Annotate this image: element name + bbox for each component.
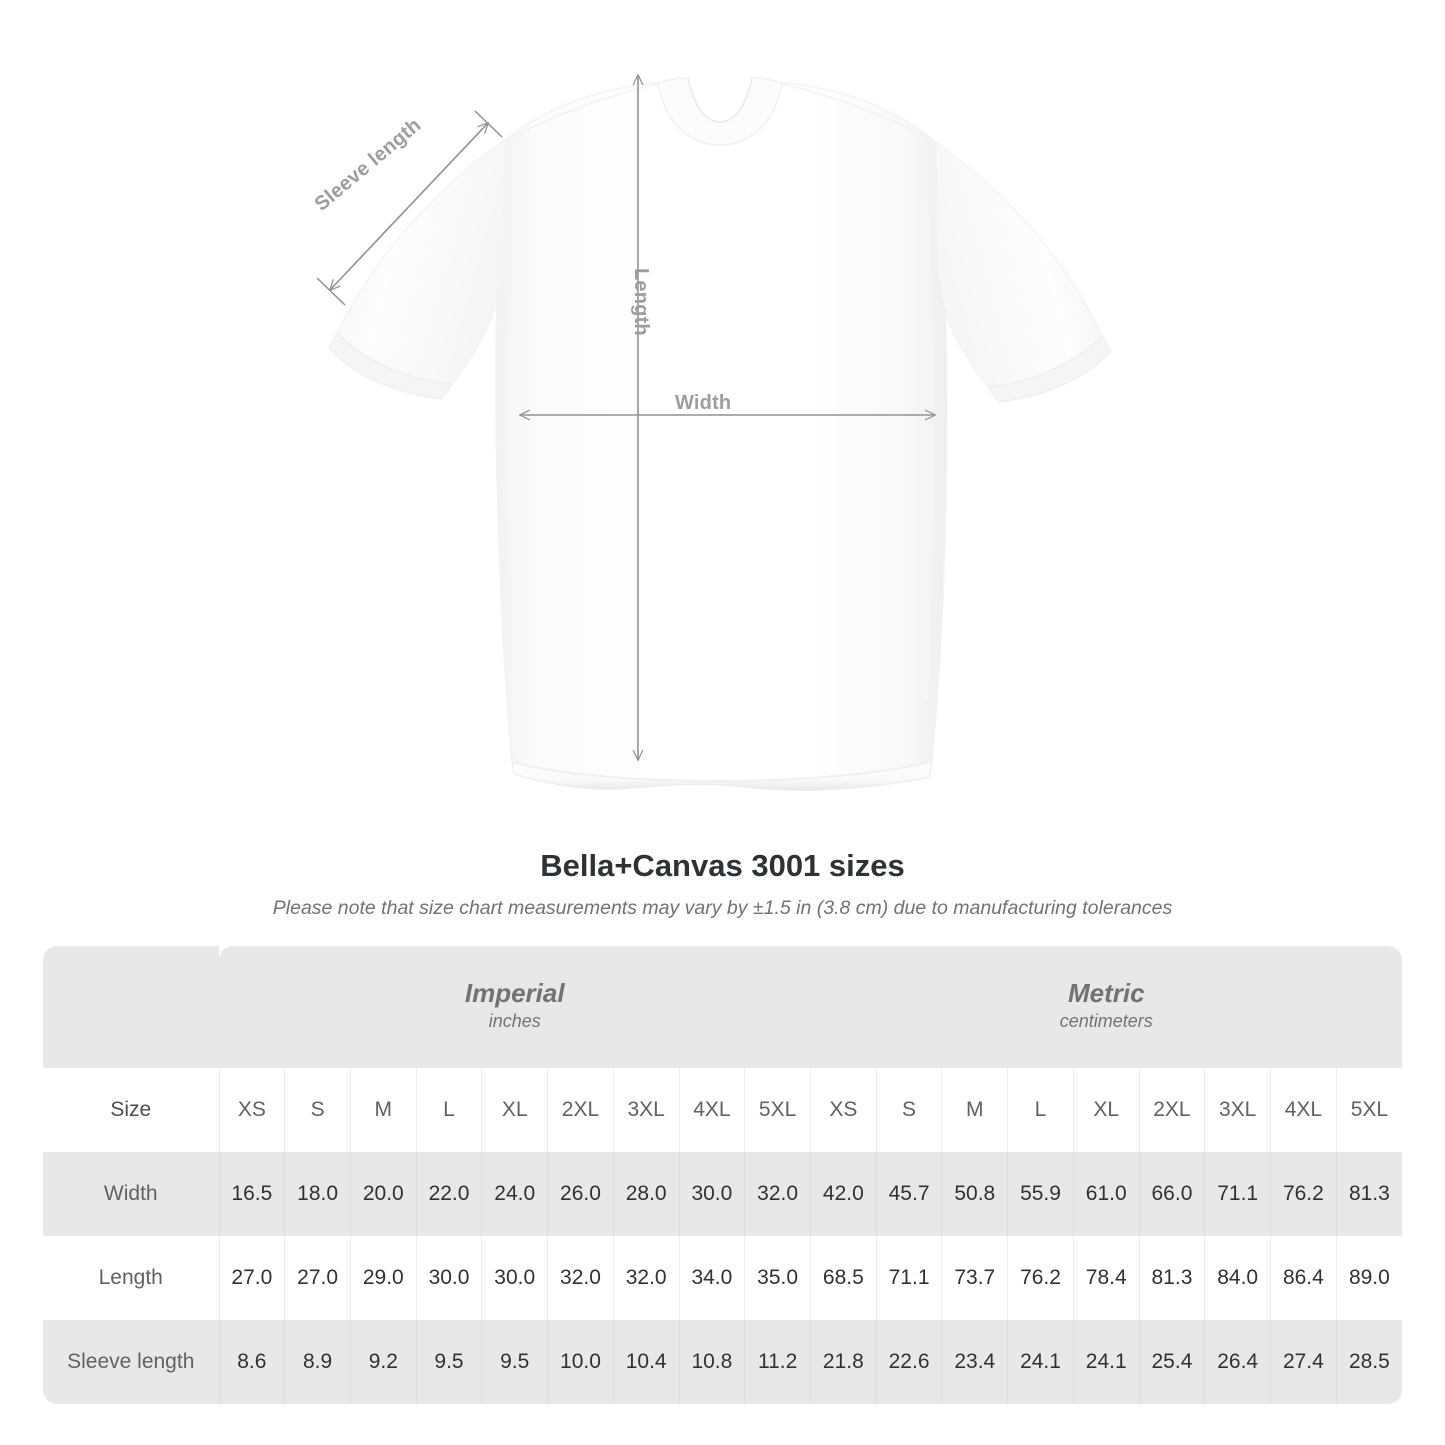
size-header-cell: 3XL — [612, 1068, 680, 1152]
unit-group-subtitle: inches — [488, 1011, 541, 1032]
size-header-cell: 4XL — [678, 1068, 745, 1152]
measurement-cell: 29.0 — [349, 1236, 417, 1320]
row-label-width: Width — [43, 1152, 219, 1236]
measurement-cell: 24.1 — [1007, 1320, 1074, 1404]
measurement-cell: 18.0 — [284, 1152, 351, 1236]
tshirt-diagram: Sleeve length Length Width — [310, 73, 1112, 791]
measurement-cell: 21.8 — [809, 1320, 877, 1404]
measurement-cell: 89.0 — [1335, 1236, 1403, 1320]
measurement-cell: 24.1 — [1072, 1320, 1140, 1404]
unit-group-subtitle: centimeters — [1059, 1011, 1153, 1032]
page-title: Bella+Canvas 3001 sizes — [540, 848, 905, 883]
measurement-cell: 32.0 — [612, 1236, 680, 1320]
size-header-label: Size — [43, 1068, 219, 1152]
size-chart-table: Imperial inches Metric centimeters Size XS S M L… — [43, 946, 1403, 1404]
measurement-cell: 8.6 — [218, 1320, 285, 1404]
unit-group-row: Imperial inches Metric centimeters — [43, 946, 1403, 1068]
measurement-cell: 10.4 — [612, 1320, 680, 1404]
measurement-cell: 86.4 — [1270, 1236, 1337, 1320]
width-label: Width — [675, 392, 732, 414]
measurement-cell: 30.0 — [678, 1152, 745, 1236]
size-header-cell: 4XL — [1270, 1068, 1337, 1152]
size-header-cell: M — [941, 1068, 1008, 1152]
measurement-cell: 28.0 — [612, 1152, 680, 1236]
unit-group-name: Metric — [1067, 977, 1145, 1008]
measurement-cell: 32.0 — [547, 1236, 614, 1320]
measurement-cell: 55.9 — [1007, 1152, 1074, 1236]
measurement-cell: 76.2 — [1007, 1236, 1074, 1320]
size-header-row: Size XS S M L XL 2XL 3XL 4XL 5XL XS S M L XL 2XL 3XL 4XL 5… — [43, 1068, 1403, 1152]
size-header-cell: L — [415, 1068, 482, 1152]
table-row: Sleeve length 8.6 8.9 9.2 9.5 9.5 10.0 10.4 10.8… — [43, 1320, 1403, 1404]
measurement-cell: 20.0 — [349, 1152, 417, 1236]
measurement-cell: 50.8 — [941, 1152, 1008, 1236]
measurement-cell: 61.0 — [1072, 1152, 1140, 1236]
unit-group-name: Imperial — [464, 977, 565, 1008]
measurement-cell: 8.9 — [284, 1320, 351, 1404]
measurement-cell: 23.4 — [941, 1320, 1008, 1404]
measurement-cell: 30.0 — [415, 1236, 482, 1320]
measurement-cell: 10.0 — [547, 1320, 614, 1404]
length-label: Length — [630, 268, 652, 336]
row-label-sleeve-length: Sleeve length — [43, 1320, 219, 1404]
measurement-cell: 16.5 — [218, 1152, 285, 1236]
measurement-cell: 68.5 — [809, 1236, 877, 1320]
measurement-cell: 24.0 — [481, 1152, 548, 1236]
table-row: Width 16.5 18.0 20.0 22.0 24.0 26.0 28.0 30.0 32.… — [43, 1152, 1403, 1236]
measurement-cell: 84.0 — [1204, 1236, 1271, 1320]
size-header-cell: S — [284, 1068, 351, 1152]
measurement-cell: 34.0 — [678, 1236, 745, 1320]
measurement-cell: 26.0 — [547, 1152, 614, 1236]
row-label-length: Length — [43, 1236, 219, 1320]
unit-row-corner — [43, 946, 219, 1068]
tshirt-illustration — [316, 73, 1112, 791]
measurement-cell: 9.5 — [415, 1320, 482, 1404]
size-header-cell: 5XL — [744, 1068, 811, 1152]
measurement-cell: 32.0 — [744, 1152, 811, 1236]
measurement-cell: 10.8 — [678, 1320, 745, 1404]
table-row: Length 27.0 27.0 29.0 30.0 30.0 32.0 32.0 34.0 35… — [43, 1236, 1403, 1320]
measurement-cell: 76.2 — [1270, 1152, 1337, 1236]
measurement-cell: 35.0 — [744, 1236, 811, 1320]
measurement-cell: 27.4 — [1270, 1320, 1337, 1404]
size-header-cell: 2XL — [547, 1068, 614, 1152]
size-header-cell: XS — [809, 1068, 877, 1152]
unit-group-imperial: Imperial inches — [219, 946, 811, 1068]
measurement-cell: 78.4 — [1072, 1236, 1140, 1320]
measurement-cell: 11.2 — [744, 1320, 811, 1404]
unit-group-metric: Metric centimeters — [810, 946, 1403, 1068]
size-header-cell: XL — [481, 1068, 548, 1152]
measurement-cell: 81.3 — [1138, 1236, 1205, 1320]
measurement-cell: 73.7 — [941, 1236, 1008, 1320]
size-header-cell: XS — [218, 1068, 285, 1152]
measurement-cell: 45.7 — [875, 1152, 942, 1236]
measurement-cell: 27.0 — [218, 1236, 285, 1320]
size-header-cell: 3XL — [1204, 1068, 1271, 1152]
measurement-cell: 9.5 — [481, 1320, 548, 1404]
size-header-cell: XL — [1072, 1068, 1140, 1152]
measurement-cell: 71.1 — [1204, 1152, 1271, 1236]
measurement-cell: 42.0 — [809, 1152, 877, 1236]
measurement-cell: 9.2 — [349, 1320, 417, 1404]
size-header-cell: 2XL — [1138, 1068, 1205, 1152]
size-header-cell: M — [349, 1068, 417, 1152]
measurement-cell: 66.0 — [1138, 1152, 1205, 1236]
measurement-cell: 81.3 — [1335, 1152, 1403, 1236]
measurement-cell: 28.5 — [1335, 1320, 1403, 1404]
measurement-cell: 27.0 — [284, 1236, 351, 1320]
size-header-cell: S — [875, 1068, 942, 1152]
measurement-cell: 71.1 — [875, 1236, 942, 1320]
tolerance-note: Please note that size chart measurements… — [272, 897, 1173, 919]
measurement-cell: 22.0 — [415, 1152, 482, 1236]
sleeve-length-arrow — [330, 123, 488, 290]
measurement-cell: 30.0 — [481, 1236, 548, 1320]
measurement-cell: 25.4 — [1138, 1320, 1205, 1404]
size-chart-table-container: Imperial inches Metric centimeters Size XS S M L… — [43, 946, 1403, 1404]
measurement-cell: 26.4 — [1204, 1320, 1271, 1404]
measurement-cell: 22.6 — [875, 1320, 942, 1404]
size-header-cell: 5XL — [1335, 1068, 1403, 1152]
size-header-cell: L — [1007, 1068, 1074, 1152]
